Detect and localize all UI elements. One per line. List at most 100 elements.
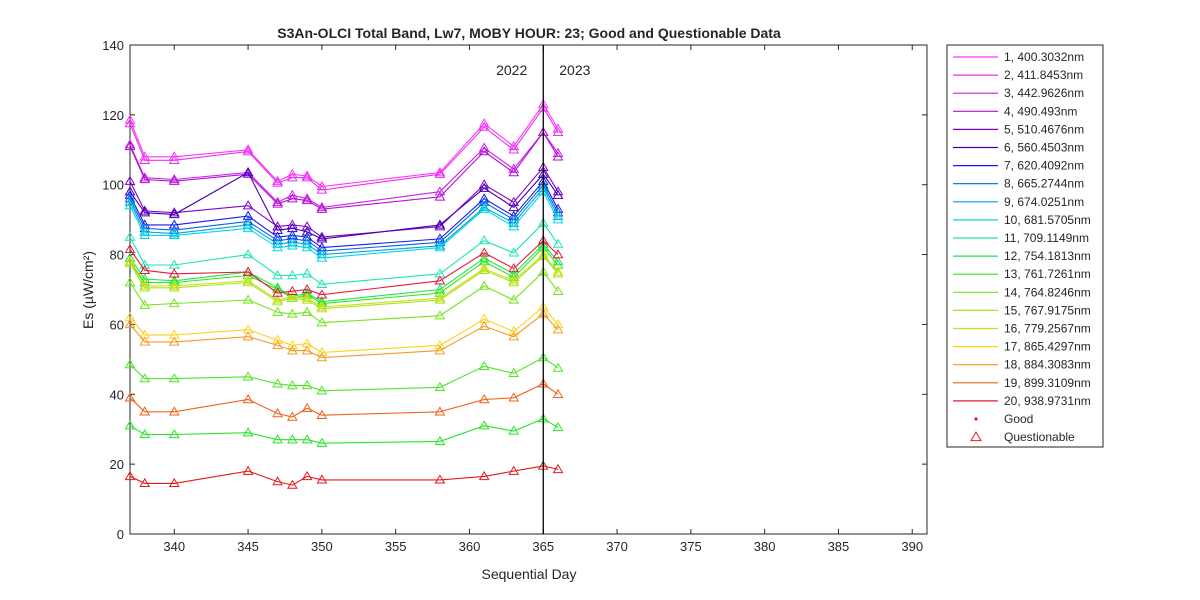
legend-box xyxy=(946,44,1104,448)
questionable-marker xyxy=(301,306,313,316)
questionable-marker xyxy=(139,173,151,184)
y-tick-label: 0 xyxy=(117,527,124,542)
questionable-marker xyxy=(272,198,283,208)
y-axis-label: Es (µW/cm²) xyxy=(80,251,96,329)
questionable-marker xyxy=(508,331,520,341)
x-tick-label: 385 xyxy=(828,539,850,554)
questionable-marker xyxy=(286,193,298,203)
legend-label: 17, 865.4297nm xyxy=(1004,340,1091,354)
legend-label: 18, 884.3083nm xyxy=(1004,358,1091,372)
questionable-marker xyxy=(168,373,180,383)
questionable-marker xyxy=(552,266,564,276)
legend-label: 19, 899.3109nm xyxy=(1004,376,1091,390)
questionable-marker xyxy=(124,392,136,402)
questionable-marker xyxy=(124,114,136,124)
legend-label: 8, 665.2744nm xyxy=(1004,177,1084,191)
questionable-marker xyxy=(124,252,136,262)
questionable-marker xyxy=(301,221,313,231)
questionable-marker xyxy=(272,282,283,292)
questionable-marker xyxy=(478,121,490,131)
questionable-marker xyxy=(301,268,313,278)
questionable-marker xyxy=(242,210,254,220)
questionable-marker xyxy=(124,243,136,254)
questionable-marker xyxy=(478,394,490,404)
questionable-marker xyxy=(552,388,564,398)
questionable-marker xyxy=(168,477,180,488)
x-tick-label: 340 xyxy=(163,539,185,554)
series-21 xyxy=(124,352,564,395)
legend-label: 12, 754.1813nm xyxy=(1004,249,1091,263)
questionable-marker xyxy=(242,394,254,404)
legend-label: 10, 681.5705nm xyxy=(1004,213,1091,227)
questionable-marker xyxy=(552,318,564,329)
questionable-marker xyxy=(478,146,490,156)
questionable-marker xyxy=(272,476,283,486)
legend-label: 14, 764.8246nm xyxy=(1004,285,1091,299)
questionable-marker xyxy=(478,247,490,257)
questionable-marker xyxy=(272,408,283,418)
y-tick-label: 100 xyxy=(102,178,124,193)
series-16 xyxy=(124,249,564,311)
questionable-marker xyxy=(552,151,564,161)
questionable-marker xyxy=(508,465,520,475)
questionable-marker xyxy=(316,385,328,395)
questionable-marker xyxy=(124,470,136,481)
questionable-marker xyxy=(139,282,151,292)
series-11 xyxy=(124,217,564,288)
questionable-marker xyxy=(508,425,520,435)
series-line xyxy=(129,313,559,359)
series-line xyxy=(129,131,559,210)
questionable-marker xyxy=(168,428,180,439)
questionable-marker xyxy=(478,320,490,330)
x-axis-label: Sequential Day xyxy=(482,566,577,582)
questionable-marker xyxy=(242,166,254,177)
questionable-marker xyxy=(242,294,254,304)
questionable-marker xyxy=(272,177,283,187)
questionable-marker xyxy=(242,144,254,154)
questionable-marker xyxy=(316,201,328,212)
questionable-marker xyxy=(508,221,520,231)
questionable-marker xyxy=(168,259,180,269)
questionable-marker xyxy=(552,214,564,224)
legend-label: 7, 620.4092nm xyxy=(1004,159,1084,173)
questionable-marker xyxy=(434,168,446,178)
questionable-marker xyxy=(508,166,520,177)
questionable-marker xyxy=(316,437,328,447)
questionable-marker xyxy=(124,231,136,241)
questionable-marker xyxy=(316,301,328,311)
questionable-marker xyxy=(139,477,151,488)
questionable-marker xyxy=(242,427,254,437)
questionable-marker xyxy=(301,226,313,236)
questionable-marker xyxy=(478,280,490,290)
questionable-marker xyxy=(168,208,180,219)
questionable-marker xyxy=(316,409,328,419)
questionable-marker xyxy=(301,194,313,205)
y-tick-label: 120 xyxy=(102,108,124,123)
questionable-marker xyxy=(552,268,564,278)
legend: 1, 400.3032nm 2, 411.8453nm 3, 442.9626nm 4… xyxy=(946,44,1104,448)
questionable-marker xyxy=(478,235,490,245)
questionable-marker xyxy=(301,193,313,203)
series-line xyxy=(129,190,559,259)
legend-label: 1, 400.3032nm xyxy=(1004,50,1084,64)
chart-title: S3An-OLCI Total Band, Lw7, MOBY HOUR: 23… xyxy=(277,25,781,41)
y-tick-label: 40 xyxy=(110,387,124,402)
legend-marker-label: Good xyxy=(1004,412,1033,426)
series-line xyxy=(129,222,559,285)
questionable-marker xyxy=(272,296,283,306)
legend-label: 15, 767.9175nm xyxy=(1004,303,1091,317)
questionable-marker xyxy=(478,203,490,213)
questionable-marker xyxy=(301,434,313,444)
y-tick-label: 20 xyxy=(110,457,124,472)
x-tick-label: 360 xyxy=(459,539,481,554)
questionable-marker xyxy=(242,266,254,276)
questionable-marker xyxy=(139,428,151,439)
questionable-marker xyxy=(316,203,328,213)
questionable-marker xyxy=(124,200,136,210)
questionable-marker xyxy=(124,139,136,149)
questionable-marker xyxy=(434,221,446,231)
questionable-marker xyxy=(168,297,180,308)
questionable-marker xyxy=(508,277,520,287)
questionable-marker xyxy=(168,280,180,290)
